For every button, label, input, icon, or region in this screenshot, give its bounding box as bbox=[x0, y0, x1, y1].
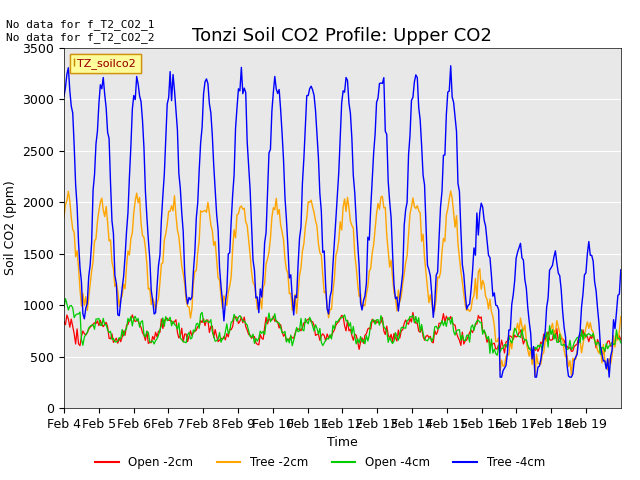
Tree -2cm bbox=[97, 199, 104, 205]
Open -2cm bbox=[616, 333, 623, 339]
Tree -4cm bbox=[346, 110, 354, 116]
Line: Tree -2cm: Tree -2cm bbox=[64, 191, 621, 376]
Legend: TZ_soilco2: TZ_soilco2 bbox=[70, 54, 141, 73]
Line: Open -4cm: Open -4cm bbox=[64, 299, 621, 355]
Legend: Open -2cm, Tree -2cm, Open -4cm, Tree -4cm: Open -2cm, Tree -2cm, Open -4cm, Tree -4… bbox=[90, 452, 550, 474]
Open -4cm bbox=[616, 336, 623, 341]
Tree -2cm bbox=[616, 329, 623, 335]
Tree -4cm bbox=[60, 94, 68, 99]
Open -2cm bbox=[79, 328, 87, 334]
X-axis label: Time: Time bbox=[327, 436, 358, 449]
Tree -2cm bbox=[543, 338, 550, 344]
Open -2cm bbox=[541, 337, 549, 343]
Tree -4cm bbox=[616, 291, 623, 297]
Tree -4cm bbox=[496, 374, 504, 380]
Line: Tree -4cm: Tree -4cm bbox=[64, 66, 621, 377]
Open -4cm bbox=[60, 305, 68, 311]
Tree -4cm bbox=[458, 262, 466, 267]
Open -2cm bbox=[617, 337, 625, 343]
Line: Open -2cm: Open -2cm bbox=[64, 312, 621, 354]
Text: No data for f_T2_CO2_1
No data for f_T2_CO2_2: No data for f_T2_CO2_1 No data for f_T2_… bbox=[6, 19, 155, 43]
Open -2cm bbox=[409, 310, 417, 315]
Y-axis label: Soil CO2 (ppm): Soil CO2 (ppm) bbox=[4, 180, 17, 276]
Open -4cm bbox=[61, 296, 69, 301]
Tree -2cm bbox=[447, 188, 454, 194]
Open -4cm bbox=[543, 330, 550, 336]
Open -4cm bbox=[493, 352, 501, 358]
Tree -4cm bbox=[617, 267, 625, 273]
Title: Tonzi Soil CO2 Profile: Upper CO2: Tonzi Soil CO2 Profile: Upper CO2 bbox=[193, 27, 492, 45]
Tree -2cm bbox=[617, 314, 625, 320]
Open -4cm bbox=[98, 323, 106, 328]
Tree -4cm bbox=[97, 82, 104, 88]
Tree -4cm bbox=[79, 311, 87, 317]
Open -2cm bbox=[97, 317, 104, 323]
Tree -2cm bbox=[346, 218, 354, 224]
Tree -2cm bbox=[458, 279, 466, 285]
Tree -4cm bbox=[543, 304, 550, 310]
Tree -2cm bbox=[79, 291, 87, 297]
Tree -2cm bbox=[60, 214, 68, 220]
Open -2cm bbox=[346, 326, 354, 332]
Open -2cm bbox=[60, 319, 68, 325]
Open -4cm bbox=[81, 334, 88, 340]
Open -4cm bbox=[348, 331, 356, 337]
Open -4cm bbox=[617, 340, 625, 346]
Tree -2cm bbox=[531, 373, 539, 379]
Open -2cm bbox=[458, 329, 466, 335]
Open -2cm bbox=[600, 351, 607, 357]
Tree -4cm bbox=[447, 63, 454, 69]
Open -4cm bbox=[458, 332, 466, 338]
